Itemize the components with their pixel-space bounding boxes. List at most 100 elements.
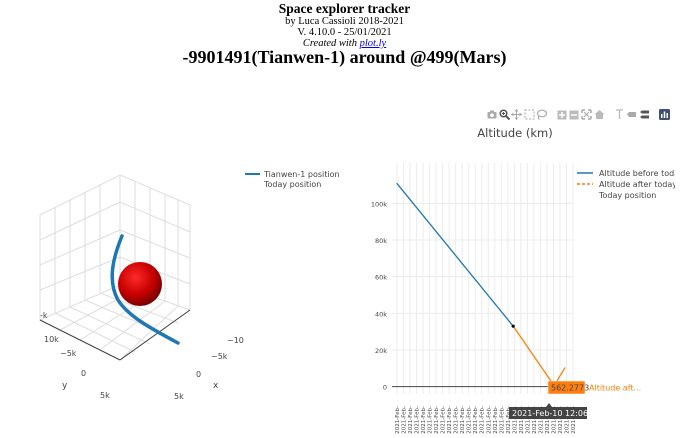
x-tick-label: 2021-Feb- [395, 406, 401, 434]
altitude-chart-title: Altitude (km) [477, 126, 553, 140]
y-tick-label: 40k [375, 310, 387, 318]
x-tick-label: 2021-Feb- [428, 406, 434, 434]
tracker-subtitle: -9901491(Tianwen-1) around @499(Mars) [182, 47, 507, 67]
x-tick-label: 2021-Feb- [460, 406, 466, 434]
x-tick-label: 5k [174, 392, 184, 401]
x-tick-label: 2021-Feb- [512, 406, 518, 434]
legend-item-tianwen[interactable]: Tianwen-1 position [245, 170, 340, 179]
x-tick-label: 2021-Feb- [467, 406, 473, 434]
plotly-link[interactable]: plot.ly [359, 38, 387, 49]
y-tick-label: 80k [375, 237, 387, 245]
legend-label: Today position [598, 191, 656, 200]
page-title: Space explorer tracker [278, 1, 411, 16]
scene-legend: Tianwen-1 position Today position [245, 170, 340, 189]
zoom-icon[interactable] [498, 108, 510, 121]
legend-item-after[interactable]: Altitude after today [577, 180, 675, 189]
x-tick-labels: 2021-Feb- 2021-Feb- 2021-Feb- 2021-Feb- 2021… [395, 406, 577, 434]
altitude-legend: Altitude before today Altitude after tod… [577, 169, 675, 200]
hover-closest-icon[interactable] [626, 108, 637, 121]
lasso-icon[interactable] [536, 108, 547, 121]
spike-lines-icon[interactable] [614, 108, 625, 121]
x-tick-label: 2021-Feb- [421, 406, 427, 434]
y-tick-label: -k [40, 311, 48, 320]
trajectory-line [110, 234, 180, 345]
version-line: V. 4.10.0 - 25/01/2021 [297, 27, 392, 38]
scene-axes [39, 309, 191, 361]
x-tick-label: 0 [196, 370, 201, 379]
x-tick-label: 2021-Feb- [402, 406, 408, 434]
x-tick-label: 2021-Feb- [434, 406, 440, 434]
hover-series-name: Altitude aft... [589, 384, 641, 393]
legend-item-today[interactable]: Today position [598, 191, 656, 200]
box-select-icon[interactable] [524, 108, 535, 121]
series-line [512, 325, 555, 387]
x-tick-label: 2021-Feb- [532, 406, 538, 434]
modebar-spacer [549, 108, 555, 121]
y-tick-label: 0 [383, 384, 387, 392]
hover-x-value: 2021-Feb-10 12:06:00 [512, 409, 601, 418]
plotly-logo-icon[interactable] [658, 108, 670, 121]
hover-compare-icon[interactable] [639, 108, 650, 121]
legend-label: Altitude after today [599, 180, 675, 189]
x-tick-label: 2021-Feb- [499, 406, 505, 434]
legend-item-today[interactable]: Today position [263, 180, 321, 189]
y-tick-label: 10k [44, 335, 59, 344]
y-tick-label: 5k [100, 391, 110, 400]
x-tick-label: 2021-Feb- [506, 406, 512, 434]
pan-icon[interactable] [511, 108, 522, 121]
x-tick-label: 2021-Feb- [493, 406, 499, 434]
x-tick-label: 2021-Feb- [525, 406, 531, 434]
x-tick-label: 2021-Feb- [480, 406, 486, 434]
legend-item-before[interactable]: Altitude before today [577, 169, 675, 178]
y-axis-label: y [62, 381, 68, 391]
altitude-series [396, 182, 566, 388]
x-tick-label: 2021-Feb- [441, 406, 447, 434]
trajectory-3d-scene[interactable]: -k 10k −5k 0 5k −10 −5k 0 5k y x Tianwen… [0, 160, 340, 420]
x-tick-label: 2021-Feb- [538, 406, 544, 434]
x-tick-label: 2021-Feb- [486, 406, 492, 434]
scene-grid [39, 174, 191, 361]
x-axis-label: x [213, 381, 219, 391]
y-tick-label: 20k [375, 347, 387, 355]
x-tick-label: 2021-Feb- [558, 406, 564, 434]
x-tick-label: 2021-Feb- [551, 406, 557, 434]
modebar-spacer [606, 108, 612, 121]
y-tick-label: −5k [60, 349, 77, 358]
legend-label: Tianwen-1 position [263, 170, 340, 179]
x-tick-label: −10 [227, 336, 244, 345]
x-tick-label: −5k [211, 352, 228, 361]
altitude-grid [392, 163, 574, 394]
created-with-line: Created with plot.ly [0, 38, 689, 49]
x-tick-label: 2021-Feb- [564, 406, 570, 434]
x-tick-label: 2021-Feb- [415, 406, 421, 434]
x-tick-label: 2021-Feb- [408, 406, 414, 434]
zoom-out-icon[interactable] [569, 108, 580, 121]
x-tick-label: 2021-Feb- [545, 406, 551, 434]
mars-sphere [118, 262, 162, 306]
x-tick-label: 2021-Feb- [447, 406, 453, 434]
x-tick-label: 2021-Feb- [473, 406, 479, 434]
y-tick-labels: 0 20k 40k 60k 80k 100k [371, 200, 387, 391]
y-tick-label: 0 [81, 369, 86, 378]
hover-y-label: 562.2773 Altitude aft... [547, 380, 641, 395]
y-tick-label: 100k [371, 200, 387, 208]
created-prefix: Created with [302, 38, 360, 49]
legend-label: Altitude before today [599, 169, 675, 178]
modebar-spacer [651, 108, 657, 121]
hover-x-label: 2021-Feb-10 12:06:00 [509, 403, 601, 419]
author-line: by Luca Cassioli 2018-2021 [285, 16, 404, 27]
series-line [396, 182, 514, 327]
zoom-in-icon[interactable] [556, 108, 567, 121]
x-tick-label: 2021-Feb- [571, 406, 577, 434]
plot-modebar [486, 108, 671, 122]
legend-label: Today position [263, 180, 321, 189]
y-tick-label: 60k [375, 274, 387, 282]
today-marker [511, 324, 515, 328]
camera-icon[interactable] [486, 108, 497, 121]
x-tick-label: 2021-Feb- [454, 406, 460, 434]
autoscale-icon[interactable] [581, 108, 592, 121]
reset-axes-icon[interactable] [594, 108, 605, 121]
hover-y-value: 562.2773 [551, 384, 589, 393]
x-tick-label: 2021-Feb- [519, 406, 525, 434]
